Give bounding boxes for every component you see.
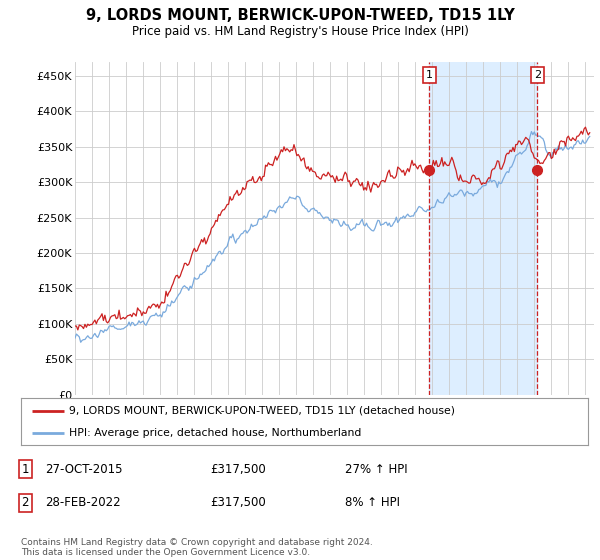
Text: 27-OCT-2015: 27-OCT-2015 <box>45 463 122 476</box>
Text: £317,500: £317,500 <box>210 496 266 510</box>
Text: 9, LORDS MOUNT, BERWICK-UPON-TWEED, TD15 1LY (detached house): 9, LORDS MOUNT, BERWICK-UPON-TWEED, TD15… <box>69 406 455 416</box>
Bar <box>430 62 538 395</box>
Text: 1: 1 <box>426 70 433 80</box>
Text: 2: 2 <box>22 496 29 510</box>
Text: 27% ↑ HPI: 27% ↑ HPI <box>345 463 407 476</box>
Text: 28-FEB-2022: 28-FEB-2022 <box>45 496 121 510</box>
Text: 2: 2 <box>534 70 541 80</box>
Text: Price paid vs. HM Land Registry's House Price Index (HPI): Price paid vs. HM Land Registry's House … <box>131 25 469 38</box>
Text: £317,500: £317,500 <box>210 463 266 476</box>
Text: 8% ↑ HPI: 8% ↑ HPI <box>345 496 400 510</box>
Text: 9, LORDS MOUNT, BERWICK-UPON-TWEED, TD15 1LY: 9, LORDS MOUNT, BERWICK-UPON-TWEED, TD15… <box>86 8 514 24</box>
Text: 1: 1 <box>22 463 29 476</box>
Text: HPI: Average price, detached house, Northumberland: HPI: Average price, detached house, Nort… <box>69 428 362 438</box>
Text: Contains HM Land Registry data © Crown copyright and database right 2024.
This d: Contains HM Land Registry data © Crown c… <box>21 538 373 557</box>
